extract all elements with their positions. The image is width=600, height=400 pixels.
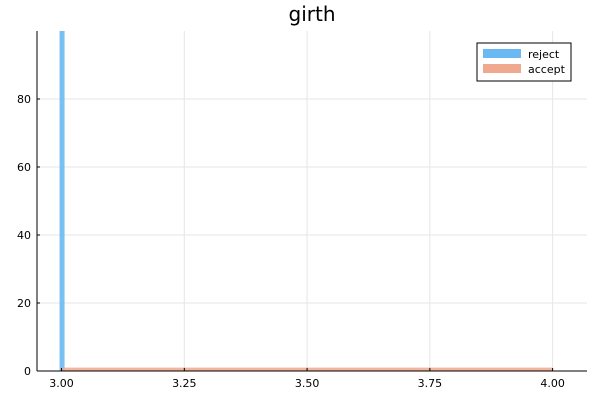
x-tick-label: 3.75	[418, 377, 443, 390]
y-tick-label: 20	[17, 297, 31, 310]
y-tick-label: 60	[17, 161, 31, 174]
x-tick-label: 3.25	[172, 377, 197, 390]
x-tick-label: 3.50	[295, 377, 320, 390]
histogram-bars	[59, 31, 553, 371]
legend-label-reject: reject	[528, 48, 560, 61]
tick-labels: 3.00 3.25 3.50 3.75 4.00 0 20 40 60 80	[17, 93, 565, 390]
chart-title: girth	[289, 2, 336, 26]
axes	[36, 31, 587, 372]
legend-label-accept: accept	[528, 63, 566, 76]
x-tick-label: 3.00	[49, 377, 74, 390]
reject-bar	[59, 31, 65, 371]
legend-swatch-accept	[483, 64, 521, 73]
legend-swatch-reject	[483, 49, 521, 58]
legend: reject accept	[476, 42, 572, 82]
grid-lines	[37, 31, 587, 372]
y-tick-label: 80	[17, 93, 31, 106]
y-tick-label: 40	[17, 229, 31, 242]
x-tick-label: 4.00	[540, 377, 565, 390]
legend-box	[476, 42, 572, 82]
y-tick-label: 0	[24, 365, 31, 378]
